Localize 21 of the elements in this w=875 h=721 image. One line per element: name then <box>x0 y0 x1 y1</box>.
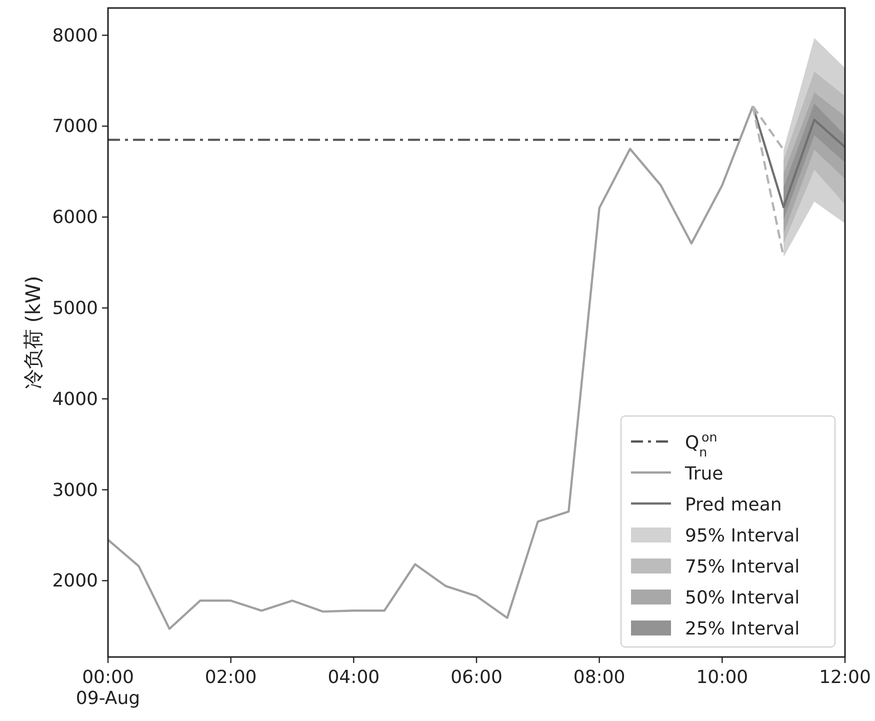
y-tick-label: 4000 <box>52 388 98 410</box>
x-tick-label: 00:00 09-Aug <box>76 667 140 709</box>
legend-label: 25% Interval <box>685 618 800 640</box>
y-tick-label: 6000 <box>52 207 98 228</box>
legend-label: 50% Interval <box>685 588 800 608</box>
y-tick-label: 7000 <box>52 116 98 138</box>
x-tick-label: 12:00 <box>819 667 871 688</box>
y-tick-label: 8000 <box>52 25 98 46</box>
y-tick-label: 2000 <box>52 570 98 592</box>
legend-label: True <box>684 464 724 484</box>
x-tick-label: 08:00 <box>573 667 626 688</box>
legend-label: Pred mean <box>685 494 782 516</box>
y-tick-label: 3000 <box>52 480 98 501</box>
x-tick-label: 02:00 <box>204 667 257 688</box>
y-tick-label: 5000 <box>52 298 98 319</box>
x-tick-label: 04:00 <box>328 667 380 688</box>
legend-label: 95% Interval <box>685 526 800 546</box>
legend-label: 75% Interval <box>685 556 800 578</box>
x-tick-label: 06:00 <box>450 667 502 688</box>
y-axis-title: 冷负荷 (kW) <box>21 276 45 390</box>
x-tick-label: 10:00 <box>696 667 748 688</box>
